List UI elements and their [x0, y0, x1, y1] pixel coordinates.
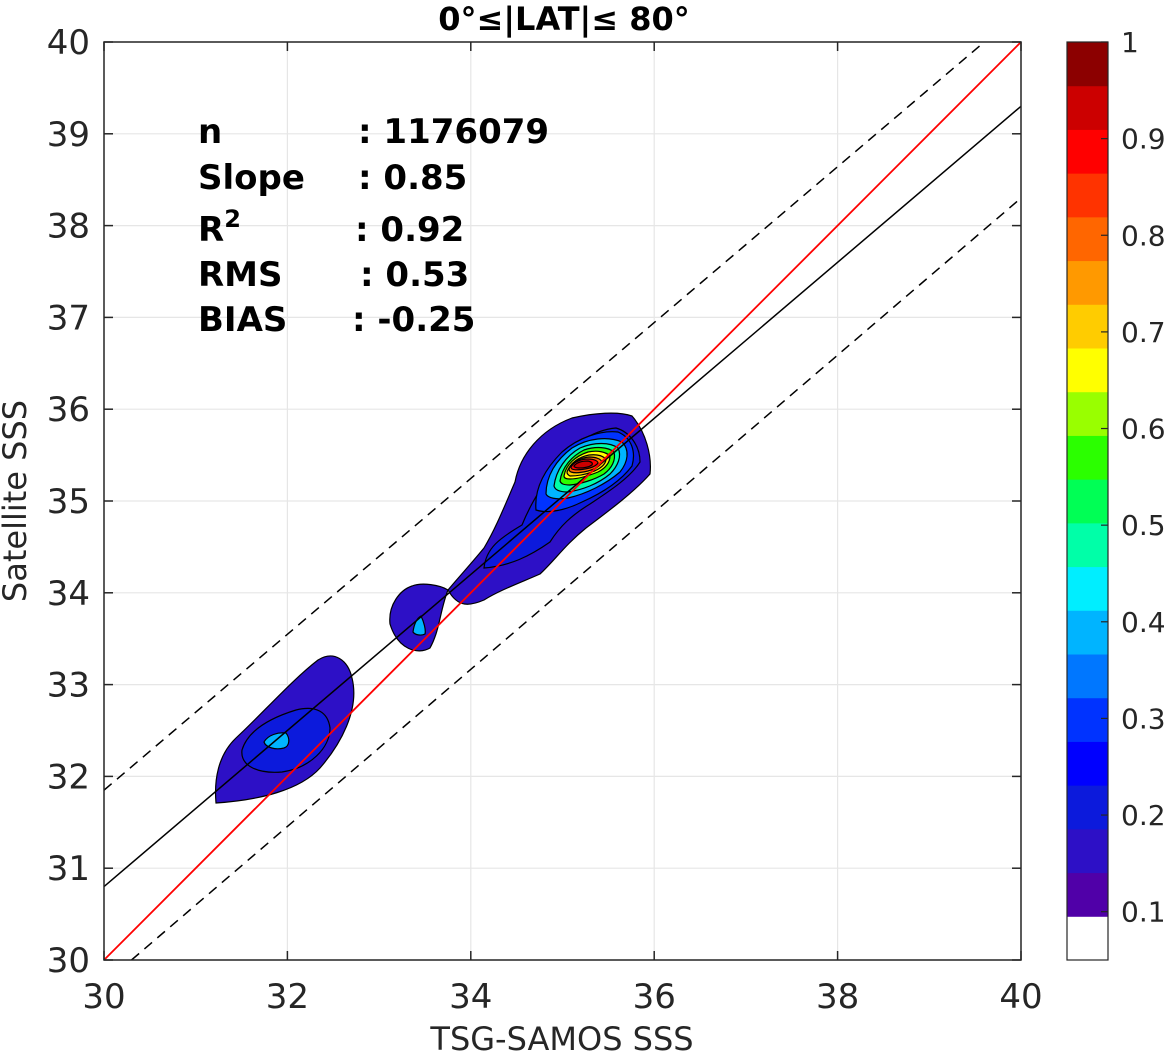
- x-tick-label: 38: [816, 977, 859, 1017]
- colorbar-swatch: [1067, 610, 1108, 655]
- axis-ticks: 30 32 34 36 38 40 30 31 32 33 34 35 36 37 38 39 40: [47, 23, 1043, 1017]
- colorbar-tick-label: 0.5: [1121, 509, 1166, 542]
- colorbar-swatch: [1067, 129, 1108, 174]
- colorbar-tick-label: 0.3: [1121, 702, 1166, 735]
- stat-value: : -0.25: [352, 300, 475, 340]
- y-tick-label: 33: [47, 666, 90, 706]
- colorbar-tick-label: 1: [1121, 26, 1139, 59]
- colorbar-tick-label: 0.9: [1121, 123, 1166, 156]
- stat-label: Slope: [198, 158, 305, 198]
- stat-value: : 1176079: [358, 112, 549, 152]
- stat-label: n: [198, 112, 222, 152]
- colorbar-tick-label: 0.7: [1121, 316, 1166, 349]
- one-to-one-line: [104, 42, 1021, 960]
- colorbar-swatch: [1067, 391, 1108, 436]
- chart-title: 0°≤|LAT|≤ 80°: [438, 0, 689, 39]
- x-tick-label: 40: [999, 977, 1042, 1017]
- y-tick-label: 37: [47, 298, 90, 338]
- colorbar-frame: [1066, 41, 1109, 961]
- x-tick-label: 36: [633, 977, 676, 1017]
- y-tick-label: 30: [47, 941, 90, 981]
- y-tick-label: 31: [47, 849, 90, 889]
- colorbar-swatch: [1067, 85, 1108, 130]
- colorbar-tick-label: 0.1: [1121, 896, 1166, 929]
- colorbar-swatch: [1067, 260, 1108, 305]
- y-tick-label: 32: [47, 757, 90, 797]
- x-tick-label: 34: [449, 977, 492, 1017]
- y-tick-label: 36: [47, 390, 90, 430]
- stat-label: RMS: [198, 255, 283, 295]
- reference-lines: [104, 42, 1021, 960]
- colorbar-tick-label: 0.2: [1121, 799, 1166, 832]
- colorbar-tick-label: 0.6: [1121, 413, 1166, 446]
- colorbar-tick-label: 0.4: [1121, 606, 1166, 639]
- density-contours: [104, 42, 1021, 960]
- stat-value: : 0.53: [360, 255, 469, 295]
- x-tick-label: 32: [266, 977, 309, 1017]
- colorbar-tick-label: 0.8: [1121, 219, 1166, 252]
- bound-line: [131, 197, 1021, 960]
- y-tick-label: 40: [47, 23, 90, 63]
- colorbar-swatch: [1067, 42, 1108, 87]
- y-tick-label: 35: [47, 482, 90, 522]
- colorbar-swatch: [1067, 304, 1108, 349]
- colorbar-swatch: [1067, 872, 1108, 917]
- y-tick-label: 38: [47, 207, 90, 247]
- x-axis-label: TSG-SAMOS SSS: [429, 1020, 693, 1055]
- colorbar-swatch: [1067, 785, 1108, 830]
- colorbar-swatch: [1067, 916, 1108, 961]
- colorbar-swatch: [1067, 348, 1108, 393]
- colorbar-swatch: [1067, 828, 1108, 874]
- stat-value: : 0.92: [355, 210, 464, 250]
- colorbar-swatch: [1067, 173, 1108, 218]
- colorbar-swatch: [1067, 216, 1108, 262]
- stat-label-superscript: 2: [224, 205, 241, 233]
- colorbar-swatch: [1067, 479, 1108, 524]
- stat-label: BIAS: [198, 300, 287, 340]
- colorbar-swatch: [1067, 697, 1108, 742]
- y-tick-label: 39: [47, 115, 90, 155]
- colorbar: 0.1 0.2 0.3 0.4 0.5 0.6 0.7 0.8 0.9 1: [1066, 26, 1166, 961]
- colorbar-swatch: [1067, 654, 1108, 699]
- colorbar-swatch: [1067, 741, 1108, 786]
- fit-line: [104, 105, 1021, 888]
- x-tick-label: 30: [82, 977, 125, 1017]
- colorbar-swatch: [1067, 435, 1108, 480]
- stat-value: : 0.85: [358, 158, 467, 198]
- contour-peak: [573, 460, 593, 469]
- bound-line: [104, 42, 985, 791]
- colorbar-swatch: [1067, 522, 1108, 568]
- y-tick-label: 34: [47, 574, 90, 614]
- y-axis-label: Satellite SSS: [0, 400, 34, 602]
- colorbar-swatch: [1067, 566, 1108, 611]
